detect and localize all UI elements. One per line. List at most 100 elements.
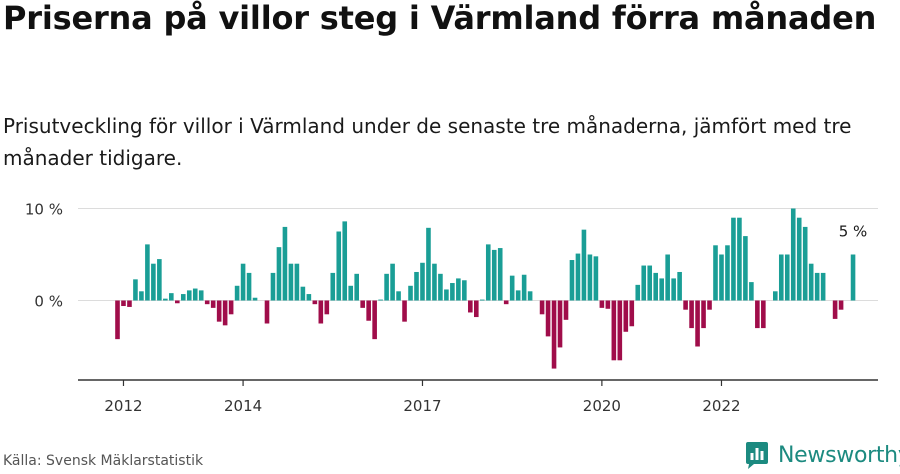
- data-bar: [611, 300, 617, 361]
- data-bar: [276, 247, 282, 301]
- data-bar: [503, 300, 509, 305]
- data-bar: [497, 248, 503, 301]
- data-bar: [731, 217, 736, 301]
- data-bar: [456, 278, 461, 301]
- data-bar: [175, 300, 180, 304]
- data-bar: [139, 291, 144, 301]
- data-bar: [264, 300, 270, 324]
- data-bar: [635, 284, 641, 301]
- data-bar: [587, 254, 593, 301]
- data-bar: [402, 300, 407, 322]
- data-bar: [521, 274, 527, 301]
- data-bar: [605, 300, 611, 309]
- data-bar: [246, 272, 252, 301]
- data-bar: [659, 278, 664, 301]
- data-bar: [444, 289, 449, 301]
- brand-logo[interactable]: Newsworthy: [744, 440, 900, 470]
- data-bar: [306, 294, 312, 301]
- data-bar: [527, 291, 533, 301]
- data-bar: [270, 272, 276, 301]
- data-bar: [342, 221, 348, 301]
- data-bar: [832, 300, 838, 319]
- data-bar: [474, 300, 479, 318]
- data-bar: [127, 300, 132, 307]
- data-bar: [695, 300, 700, 347]
- data-bar: [515, 290, 521, 301]
- data-bar: [378, 299, 383, 301]
- data-bar: [282, 226, 288, 301]
- data-bar: [701, 300, 706, 329]
- data-bar: [426, 227, 431, 301]
- data-bar: [468, 300, 473, 313]
- data-bar: [575, 253, 581, 301]
- data-bar: [169, 293, 174, 301]
- data-bar: [737, 217, 742, 301]
- data-bar: [617, 300, 623, 361]
- data-bar: [671, 278, 676, 301]
- data-bar: [222, 300, 228, 326]
- data-bar: [216, 300, 222, 322]
- x-tick-label: 2022: [702, 397, 740, 415]
- last-value-label: 5 %: [839, 223, 868, 241]
- data-bar: [133, 279, 138, 301]
- data-bar: [420, 262, 425, 301]
- data-bar: [354, 273, 359, 301]
- y-tick-label: 0 %: [34, 293, 63, 311]
- data-bar: [509, 275, 515, 301]
- data-bar: [300, 286, 306, 301]
- data-bar: [491, 249, 497, 301]
- data-bar: [796, 217, 802, 301]
- data-bar: [569, 260, 575, 301]
- data-bar: [479, 299, 485, 301]
- data-bar: [599, 300, 605, 308]
- data-bar: [228, 300, 234, 315]
- data-bar: [115, 300, 120, 340]
- data-bar: [850, 254, 856, 301]
- data-bar: [372, 300, 377, 340]
- chart-title: Priserna på villor steg i Värmland förra…: [3, 0, 877, 37]
- data-bar: [204, 300, 210, 305]
- data-bar: [157, 259, 162, 301]
- data-bar: [719, 254, 724, 301]
- data-bar: [414, 271, 419, 301]
- data-bar: [145, 244, 150, 301]
- data-bar: [581, 229, 587, 301]
- data-bar: [396, 291, 401, 301]
- data-bar: [294, 263, 300, 301]
- data-bar: [641, 265, 647, 301]
- x-tick-label: 2017: [403, 397, 441, 415]
- axis-layer: 2012 2014 2017 2020 2022 5 %: [78, 223, 878, 415]
- y-tick-label: 10 %: [25, 201, 63, 219]
- data-bar: [288, 263, 294, 301]
- data-bar: [593, 256, 599, 301]
- data-bar: [665, 254, 670, 301]
- data-bar: [384, 273, 389, 301]
- data-bar: [838, 300, 844, 310]
- data-bar: [563, 300, 569, 320]
- data-bar: [348, 285, 354, 301]
- data-bar: [198, 290, 204, 301]
- x-tick-label: 2014: [224, 397, 262, 415]
- data-bar: [790, 208, 796, 301]
- data-bar: [462, 280, 467, 301]
- data-bar: [802, 226, 808, 301]
- data-bar: [186, 290, 192, 301]
- data-bar: [210, 300, 216, 308]
- brand-name: Newsworthy: [778, 442, 900, 468]
- data-bar: [432, 263, 437, 301]
- data-bar: [755, 300, 760, 329]
- chart-subtitle: Prisutveckling för villor i Värmland und…: [3, 114, 852, 170]
- data-bar: [192, 288, 198, 301]
- data-bar: [808, 263, 814, 301]
- data-bar: [121, 300, 126, 307]
- data-bar: [629, 300, 635, 327]
- data-bar: [707, 300, 712, 310]
- newsworthy-logo-icon: [746, 442, 768, 469]
- data-bar: [743, 236, 748, 301]
- x-tick-label: 2020: [583, 397, 621, 415]
- data-bar: [623, 300, 629, 332]
- data-bar: [408, 285, 413, 301]
- data-bar: [180, 294, 186, 301]
- data-bar: [163, 298, 168, 301]
